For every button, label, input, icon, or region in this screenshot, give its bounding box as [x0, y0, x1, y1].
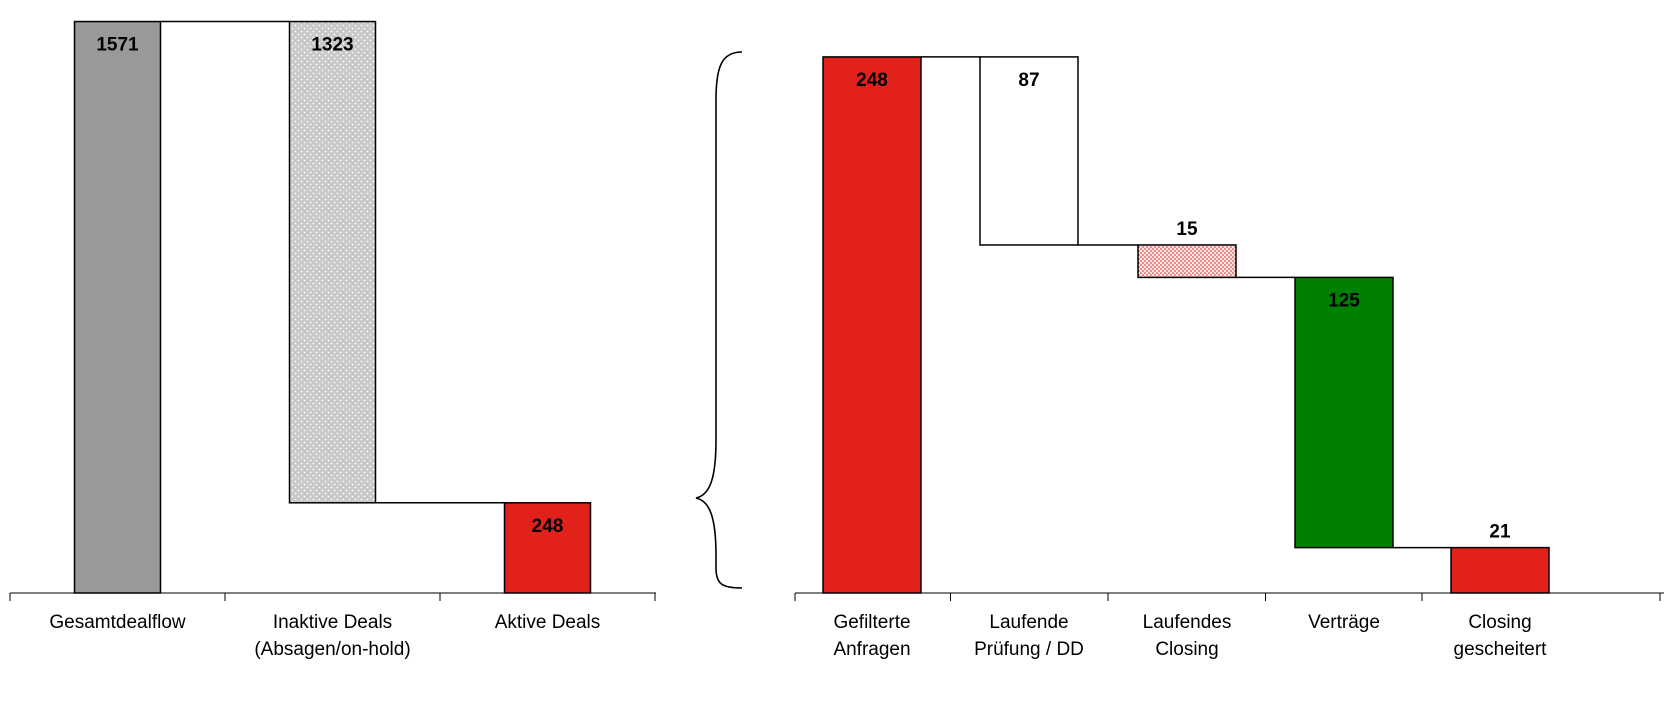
- bar: [1137, 244, 1237, 279]
- category-label: gescheitert: [1454, 639, 1548, 660]
- category-label: Anfragen: [833, 639, 910, 660]
- category-label: Laufendes: [1143, 612, 1232, 633]
- data-label: 248: [856, 70, 888, 91]
- data-label: 1323: [311, 35, 353, 56]
- category-label: Verträge: [1308, 612, 1380, 633]
- category-label: Closing: [1468, 612, 1531, 633]
- bar: [288, 20, 377, 504]
- data-label: 21: [1489, 522, 1511, 543]
- data-label: 248: [532, 516, 564, 537]
- category-label: Closing: [1155, 639, 1218, 660]
- category-label: Gefilterte: [833, 612, 910, 633]
- category-label: (Absagen/on-hold): [254, 639, 410, 660]
- bar: [73, 20, 162, 594]
- bar: [1294, 276, 1394, 549]
- category-label: Aktive Deals: [495, 612, 601, 633]
- bar: [979, 56, 1079, 246]
- bar: [1450, 546, 1550, 594]
- category-label: Inaktive Deals: [273, 612, 392, 633]
- category-label: Laufende: [989, 612, 1068, 633]
- data-label: 87: [1018, 70, 1039, 91]
- data-label: 15: [1176, 219, 1198, 240]
- bar: [822, 56, 922, 594]
- data-label: 1571: [96, 35, 139, 56]
- data-label: 125: [1328, 290, 1360, 311]
- category-label: Prüfung / DD: [974, 639, 1084, 660]
- curly-brace: [695, 51, 743, 589]
- bar: [503, 502, 592, 594]
- category-label: Gesamtdealflow: [49, 612, 186, 633]
